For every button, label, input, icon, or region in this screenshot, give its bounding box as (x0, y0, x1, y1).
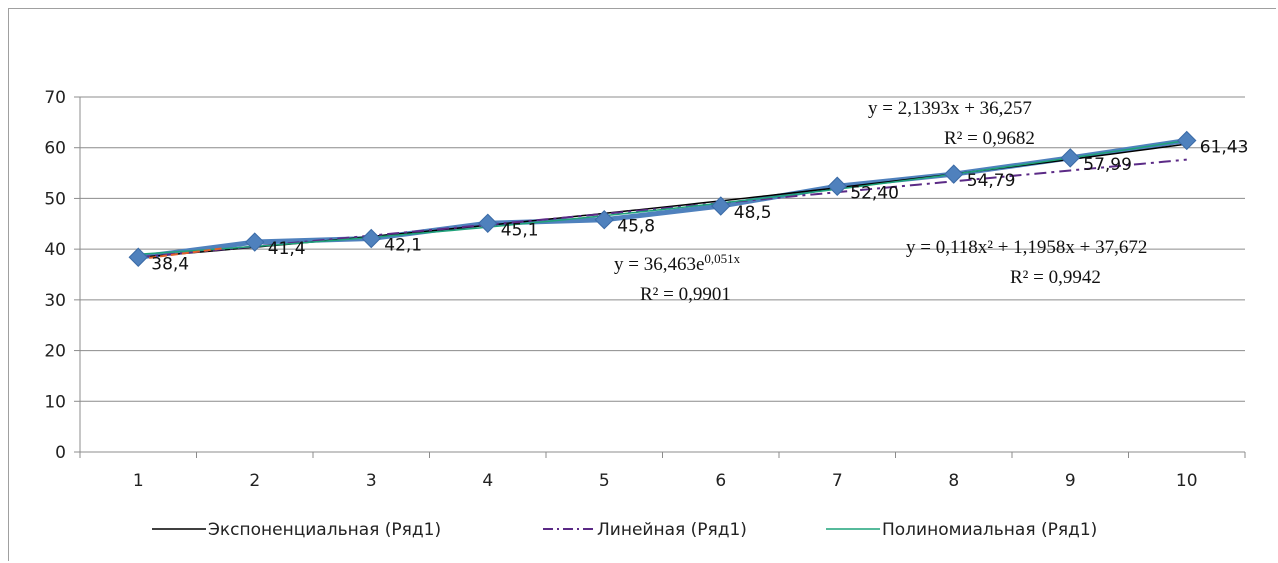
linear-equation: y = 2,1393x + 36,257 (868, 98, 1032, 119)
y-tick-label: 0 (55, 443, 66, 463)
trendline-poly2 (138, 139, 1187, 256)
data-label: 45,8 (617, 217, 655, 237)
grid-lines (80, 96, 1245, 402)
data-point-marker (944, 164, 964, 184)
y-tick-label: 60 (44, 139, 66, 159)
data-point-marker (478, 213, 498, 233)
x-tick-label: 7 (832, 471, 843, 491)
data-point-marker (245, 232, 265, 252)
y-tick-label: 40 (44, 240, 66, 260)
data-labels: 38,4 41,4 42,1 45,1 45,8 48,5 52,40 54,79 57,99 6… (151, 137, 1248, 274)
exponential-equation-base: y = 36,463e (614, 254, 704, 275)
trendline-accent-segment (138, 247, 225, 261)
legend-label-polynomial: Полиномиальная (Ряд1) (882, 520, 1097, 540)
data-label: 52,40 (850, 183, 899, 203)
polynomial-equation: y = 0,118x² + 1,1958x + 37,672 (906, 237, 1147, 258)
y-tick-label: 70 (44, 88, 66, 108)
data-point-marker (128, 247, 148, 267)
data-label: 38,4 (151, 254, 189, 274)
chart-frame (8, 8, 1276, 561)
y-tick-labels: 0 10 20 30 40 50 60 70 (44, 88, 66, 463)
data-label: 48,5 (734, 203, 772, 223)
x-tick-label: 4 (482, 471, 493, 491)
y-tick-label: 20 (44, 342, 66, 362)
data-point-marker (1060, 148, 1080, 168)
data-label: 54,79 (967, 171, 1016, 191)
x-tick-label: 2 (249, 471, 260, 491)
y-tick-label: 30 (44, 291, 66, 311)
data-point-marker (1177, 130, 1197, 151)
exponential-equation: y = 36,463e0,051x (614, 251, 741, 275)
axes (74, 96, 1246, 458)
x-tick-label: 10 (1176, 471, 1198, 491)
linear-r2: R² = 0,9682 (944, 128, 1035, 149)
x-tick-label: 3 (366, 471, 377, 491)
x-tick-labels: 1 2 3 4 5 6 7 8 9 10 (133, 471, 1198, 491)
x-tick-label: 9 (1065, 471, 1076, 491)
data-label: 45,1 (501, 220, 539, 240)
legend-label-linear: Линейная (Ряд1) (597, 520, 747, 540)
y-tick-label: 50 (44, 189, 66, 209)
x-tick-label: 5 (599, 471, 610, 491)
legend-label-exponential: Экспоненциальная (Ряд1) (208, 520, 441, 540)
polynomial-r2: R² = 0,9942 (1010, 267, 1101, 288)
y-tick-label: 10 (44, 392, 66, 412)
data-label: 41,4 (268, 239, 306, 259)
legend: Экспоненциальная (Ряд1) Линейная (Ряд1) … (152, 520, 1097, 540)
x-tick-label: 6 (715, 471, 726, 491)
data-label: 57,99 (1083, 155, 1132, 175)
x-tick-label: 1 (133, 471, 144, 491)
data-markers (128, 130, 1197, 267)
exponential-r2: R² = 0,9901 (640, 284, 731, 305)
data-point-marker (361, 228, 381, 249)
data-label: 61,43 (1200, 137, 1249, 157)
data-point-marker (711, 196, 731, 216)
data-label: 42,1 (384, 235, 422, 255)
data-point-marker (827, 176, 847, 196)
exponential-equation-exponent: 0,051x (704, 251, 740, 266)
trendlines (138, 139, 1187, 261)
x-tick-label: 8 (948, 471, 959, 491)
data-point-marker (594, 210, 614, 230)
trendline-linear (138, 158, 1187, 259)
